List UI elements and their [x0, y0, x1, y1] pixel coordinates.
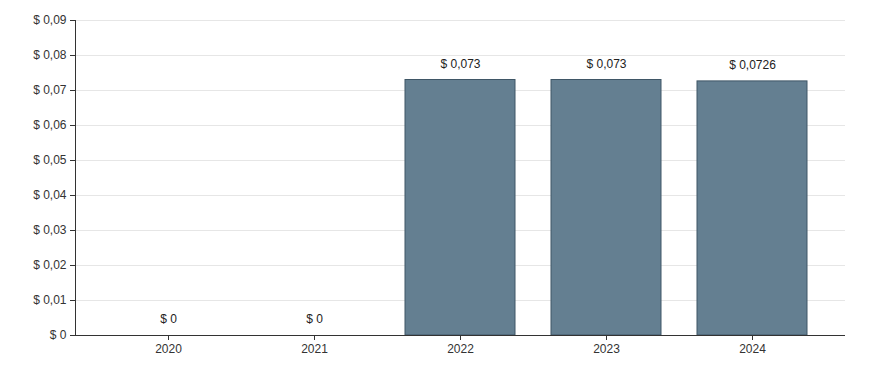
- svg-text:$ 0,07: $ 0,07: [33, 83, 67, 97]
- svg-text:2021: 2021: [301, 342, 328, 356]
- svg-text:$ 0,01: $ 0,01: [33, 293, 67, 307]
- svg-text:$ 0,08: $ 0,08: [33, 48, 67, 62]
- svg-text:$ 0,09: $ 0,09: [33, 13, 67, 27]
- svg-text:$ 0,073: $ 0,073: [440, 57, 480, 71]
- html-text:(c) Trivano.com: (c) Trivano.com: [804, 2, 880, 14]
- svg-text:$ 0,04: $ 0,04: [33, 188, 67, 202]
- svg-text:$ 0: $ 0: [306, 312, 323, 326]
- svg-text:$ 0,0726: $ 0,0726: [729, 58, 776, 72]
- svg-text:$ 0,02: $ 0,02: [33, 258, 67, 272]
- svg-text:$ 0,05: $ 0,05: [33, 153, 67, 167]
- svg-text:$ 0,06: $ 0,06: [33, 118, 67, 132]
- svg-text:$ 0: $ 0: [50, 328, 67, 342]
- svg-text:2022: 2022: [447, 342, 474, 356]
- svg-text:$ 0,03: $ 0,03: [33, 223, 67, 237]
- svg-text:2024: 2024: [739, 342, 766, 356]
- svg-text:$ 0: $ 0: [160, 312, 177, 326]
- svg-text:2020: 2020: [155, 342, 182, 356]
- svg-text:2023: 2023: [593, 342, 620, 356]
- svg-text:$ 0,073: $ 0,073: [586, 57, 626, 71]
